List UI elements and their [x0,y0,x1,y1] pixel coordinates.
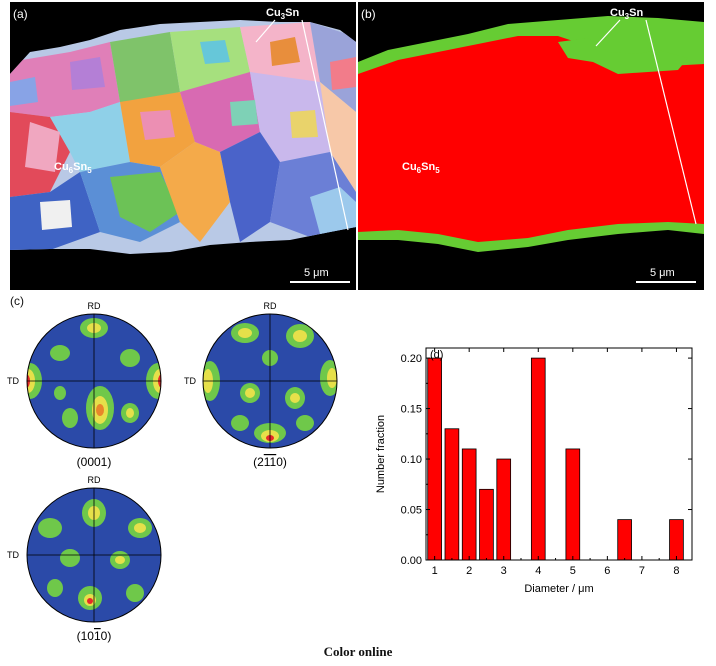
panel-a-label: (a) [13,7,28,21]
x-tick-label-0: 1 [432,565,438,577]
panel-a-grain-map: (a) Cu3Sn Cu6Sn5 5 μm [10,2,356,290]
pole-figure-2110: RD TD (2110) [184,301,338,469]
y-tick-label-3: 0.15 [401,404,422,416]
y-tick-label-4: 0.20 [401,353,422,365]
panel-b-label: (b) [361,7,376,21]
pole-1-td-label: TD [7,376,19,386]
pole-3-rd-label: RD [88,475,101,485]
x-tick-label-7: 8 [673,565,679,577]
pole-figures-svg: RD TD (0001) RD TD [7,301,338,643]
panel-b-phase-map: (b) Cu3Sn Cu6Sn5 5 μm [358,2,704,290]
bar-4 [496,458,512,561]
pole-2-caption: (2110) [253,455,287,469]
phase-map-svg: (b) Cu3Sn Cu6Sn5 5 μm [358,7,704,283]
chart-x-axis-label: Diameter / μm [524,583,593,595]
bar-1 [444,428,460,561]
bar-7 [617,519,632,561]
pole-figure-1010: RD TD (1010) [7,475,162,643]
diameter-histogram: 1 2 3 4 5 6 7 8 0.00 0.05 0.10 0.15 0.20 (d) Diamete… [375,347,693,595]
plot-frame [425,347,693,561]
bar-5 [530,357,546,561]
figure-caption: Color online [323,644,393,659]
y-tick-label-1: 0.05 [401,505,422,517]
y-tick-label-2: 0.10 [401,454,422,466]
x-tick-label-3: 4 [535,565,541,577]
bar-8 [669,519,684,561]
pole-1-caption: (0001) [77,455,112,469]
grain-map-svg: (a) Cu3Sn Cu6Sn5 5 μm [10,7,356,283]
panel-a-arrow-bottom [301,19,349,231]
pole-1-rd-label: RD [88,301,101,311]
chart-plot-area: 1 2 3 4 5 6 7 8 0.00 0.05 0.10 0.15 0.20 [401,347,693,577]
panel-b-scale-label: 5 μm [650,267,675,279]
cu6sn5-region [358,36,704,242]
panel-c-label: (c) [10,294,24,308]
x-tick-label-1: 2 [466,565,472,577]
x-tick-label-6: 7 [639,565,645,577]
panel-a-arrow-top [255,19,276,43]
y-tick-label-0: 0.00 [401,555,422,567]
pole-figure-0001: RD TD (0001) [7,301,162,469]
pole-3-caption: (1010) [77,629,112,643]
pole-2-rd-label: RD [264,301,277,311]
chart-y-axis-label: Number fraction [375,415,387,493]
x-tick-label-4: 5 [570,565,576,577]
x-tick-label-2: 3 [501,565,507,577]
bar-3 [479,488,494,561]
bar-2 [461,448,477,561]
bar-6 [565,448,581,561]
panel-a-scale-label: 5 μm [304,267,329,279]
grain-region [10,20,356,254]
panel-b-cu6sn5-label: Cu6Sn5 [402,161,440,175]
chart-panel-label: (d) [430,349,443,361]
cu3sn-inclusion [558,38,688,74]
panel-a-cu6sn5-label: Cu6Sn5 [54,161,92,175]
pole-3-td-label: TD [7,550,19,560]
pole-2-td-label: TD [184,376,196,386]
panel-b-arrow-top [595,19,621,47]
panel-b-cu3sn-label: Cu3Sn [610,7,643,21]
panel-b-arrow-bottom [645,19,697,225]
panel-a-cu3sn-label: Cu3Sn [266,7,299,21]
x-tick-label-5: 6 [604,565,610,577]
